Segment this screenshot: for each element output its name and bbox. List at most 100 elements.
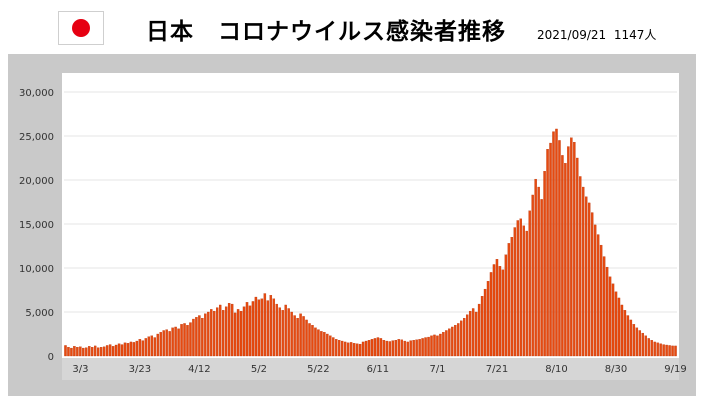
bar	[477, 303, 481, 357]
bar	[662, 344, 665, 357]
bar	[177, 328, 180, 357]
bar	[189, 322, 192, 357]
bar	[656, 342, 659, 357]
bar	[174, 326, 177, 357]
bar	[138, 339, 142, 357]
bar	[516, 220, 520, 357]
bar	[370, 339, 374, 357]
bar	[510, 237, 514, 357]
bar	[468, 310, 472, 357]
bar	[79, 346, 82, 357]
y-tick-label: 20,000	[19, 176, 54, 187]
bar	[97, 347, 100, 357]
x-axis-band	[62, 358, 679, 380]
bar	[418, 339, 421, 357]
bar	[227, 303, 231, 357]
bar	[599, 244, 603, 357]
bar	[561, 155, 564, 357]
bar	[614, 291, 618, 357]
bar	[135, 340, 139, 357]
bar	[204, 313, 207, 357]
bar	[302, 316, 305, 357]
bar	[576, 157, 579, 357]
bar	[323, 332, 326, 357]
bar	[198, 315, 201, 357]
bar	[650, 340, 653, 357]
bar	[224, 306, 228, 357]
bar	[364, 340, 368, 357]
flag-sun	[72, 19, 90, 37]
bar	[531, 194, 534, 357]
bar	[346, 342, 350, 357]
bar	[367, 340, 371, 357]
bar	[460, 320, 463, 357]
bar	[108, 344, 112, 357]
japan-flag-icon	[58, 11, 104, 45]
bar	[555, 128, 558, 357]
bar	[498, 266, 502, 357]
bar	[629, 319, 633, 357]
bar	[76, 347, 79, 357]
bar	[540, 199, 543, 357]
bar	[236, 309, 240, 357]
bar	[424, 337, 427, 357]
bar	[242, 306, 246, 357]
y-axis-ticks: 0 5,000 10,000 15,000 20,000 25,000 30,000	[19, 88, 54, 363]
bar	[507, 243, 511, 357]
bar	[111, 346, 115, 357]
bar	[332, 337, 335, 357]
bar	[382, 340, 386, 357]
bar	[147, 336, 151, 357]
bar	[388, 341, 392, 357]
bar	[207, 311, 210, 357]
bar	[349, 342, 353, 357]
bar	[457, 323, 460, 357]
bar	[85, 347, 88, 357]
bar	[317, 329, 320, 357]
bar	[480, 296, 484, 357]
bar	[513, 227, 517, 357]
bar	[567, 146, 570, 357]
bar	[492, 264, 496, 357]
bar	[245, 302, 249, 357]
bar	[260, 298, 264, 357]
bar	[153, 337, 156, 357]
bar	[305, 319, 308, 357]
bar	[668, 345, 671, 357]
bar	[335, 339, 338, 357]
bar	[617, 297, 621, 357]
bar	[596, 234, 600, 357]
bar	[552, 131, 555, 357]
bar	[394, 340, 398, 357]
bar	[290, 311, 293, 357]
bar	[647, 338, 650, 357]
y-tick-label: 30,000	[19, 88, 54, 99]
bar	[361, 341, 365, 357]
bar	[653, 341, 656, 357]
bar	[183, 323, 186, 357]
bar	[528, 210, 531, 357]
bar	[326, 333, 329, 357]
bar	[451, 326, 454, 357]
bar	[94, 345, 97, 357]
bar	[641, 332, 645, 357]
bar	[495, 259, 499, 357]
bar	[314, 327, 317, 357]
bar	[534, 178, 537, 357]
bar	[385, 340, 389, 357]
bar	[126, 343, 130, 357]
bar	[230, 303, 234, 357]
y-tick-label: 0	[48, 352, 54, 363]
bar	[180, 324, 183, 357]
bar	[168, 331, 171, 357]
bar	[352, 343, 356, 357]
bar	[546, 149, 549, 357]
bar	[433, 334, 436, 357]
bar	[605, 266, 609, 357]
bar	[129, 341, 133, 357]
bar	[201, 318, 204, 357]
bar	[593, 224, 597, 357]
bar	[504, 254, 508, 357]
bar	[99, 347, 103, 357]
y-tick-label: 10,000	[19, 264, 54, 275]
